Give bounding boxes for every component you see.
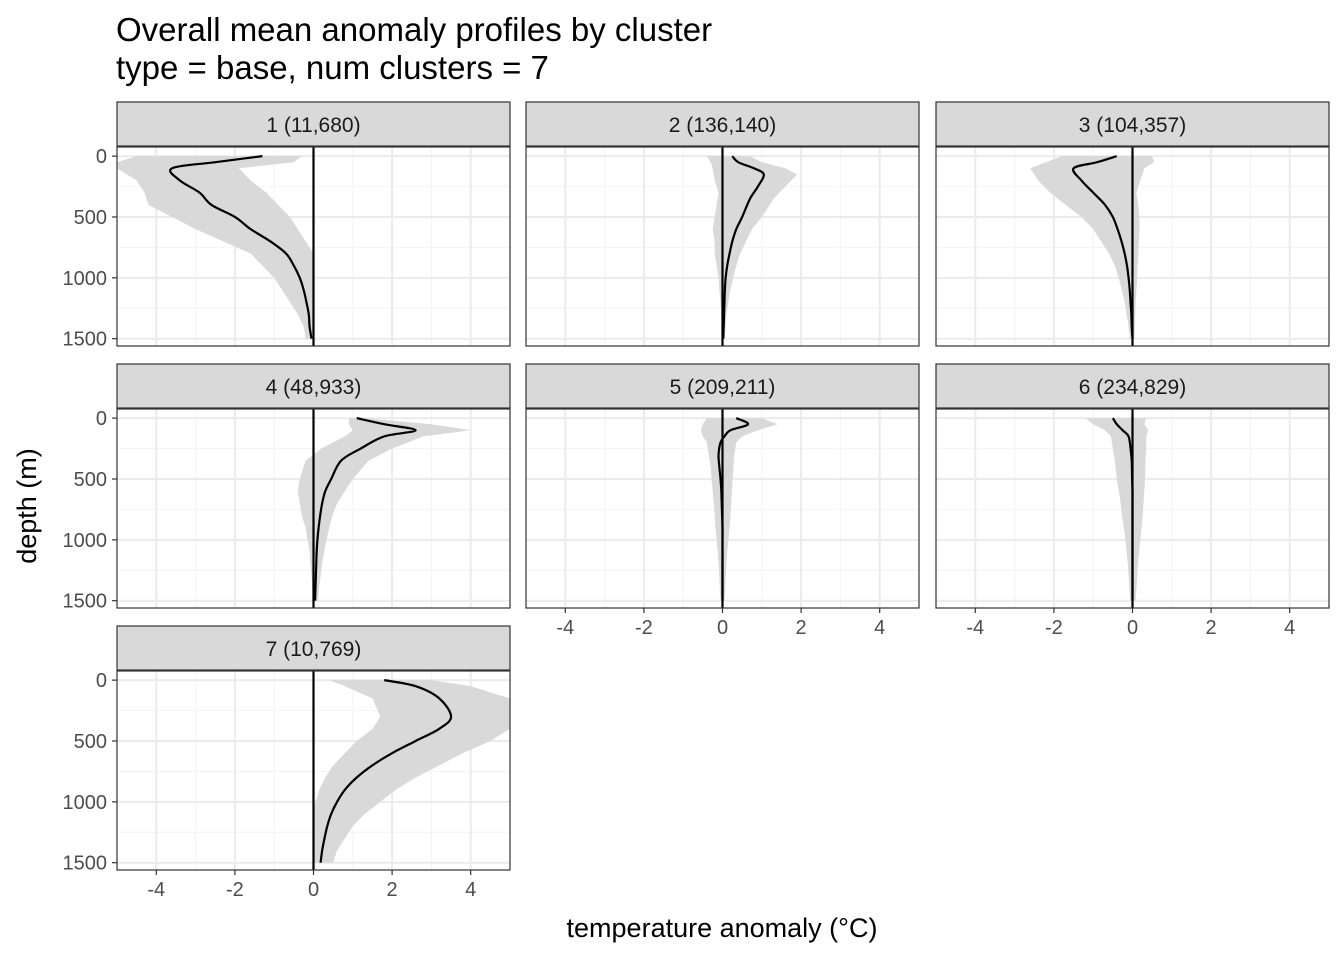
y-tick-label: 500 — [74, 469, 107, 491]
facet-strip-label: 1 (11,680) — [266, 114, 360, 137]
ribbon-band — [117, 156, 314, 339]
facet-strip — [116, 625, 511, 671]
mean-profile-line — [313, 417, 417, 601]
facet-strip-label: 2 (136,140) — [669, 114, 776, 137]
x-tick-label: 2 — [796, 617, 807, 639]
x-tick-label: 4 — [465, 879, 476, 901]
y-tick-label: 1500 — [63, 853, 108, 875]
x-tick-label: 4 — [1284, 617, 1295, 639]
chart-title-line-2: type = base, num clusters = 7 — [116, 49, 549, 86]
panel-plot-area — [117, 409, 510, 608]
panel-plot-area — [936, 409, 1329, 608]
mean-profile-line — [1111, 417, 1134, 601]
panel-border — [525, 146, 920, 347]
mean-profile-line — [717, 417, 750, 601]
y-tick-label: 1000 — [63, 792, 108, 814]
x-tick-label: 0 — [308, 879, 319, 901]
panel-border — [935, 146, 1330, 347]
panel-border — [116, 408, 511, 609]
y-axis-title: depth (m) — [12, 448, 42, 564]
x-tick-label: 0 — [717, 617, 728, 639]
x-tick-label: -2 — [226, 879, 244, 901]
y-tick-label: 1000 — [63, 530, 108, 552]
y-tick-label: 0 — [96, 146, 107, 168]
y-tick-label: 1000 — [63, 268, 108, 290]
x-tick-label: -2 — [1045, 617, 1063, 639]
facet-strip-label: 4 (48,933) — [266, 376, 362, 399]
facet-panel-2: 2 (136,140) — [525, 101, 920, 347]
x-tick-label: -2 — [635, 617, 653, 639]
y-tick-label: 1500 — [63, 329, 108, 351]
y-tick-label: 0 — [96, 408, 107, 430]
panel-border — [116, 146, 511, 347]
ribbon-band — [297, 418, 471, 601]
facet-strip — [935, 101, 1330, 147]
x-tick-label: 2 — [387, 879, 398, 901]
x-tick-label: -4 — [147, 879, 165, 901]
y-tick-label: 1500 — [63, 591, 108, 613]
panel-plot-area — [936, 147, 1329, 346]
x-axis-title: temperature anomaly (°C) — [567, 913, 878, 943]
ribbon-band — [313, 680, 510, 863]
panel-plot-area — [117, 671, 510, 870]
facet-panel-3: 3 (104,357) — [935, 101, 1330, 347]
panel-plot-area — [117, 147, 510, 346]
y-tick-label: 500 — [74, 731, 107, 753]
facet-panel-1: 1 (11,680) 0 500 1000 1500 — [63, 101, 511, 351]
x-tick-label: -4 — [966, 617, 984, 639]
facet-panel-4: 4 (48,933) 0 500 1000 1500 — [63, 363, 511, 613]
chart-title-line-1: Overall mean anomaly profiles by cluster — [116, 11, 712, 48]
facet-strip — [525, 363, 920, 409]
x-tick-label: 2 — [1206, 617, 1217, 639]
facet-strip-label: 3 (104,357) — [1079, 114, 1186, 137]
panel-plot-area — [526, 147, 919, 346]
y-tick-label: 0 — [96, 670, 107, 692]
mean-profile-line — [319, 679, 453, 863]
facet-strip-label: 5 (209,211) — [670, 376, 776, 399]
x-tick-label: 0 — [1127, 617, 1138, 639]
facet-strip — [525, 101, 920, 147]
facet-panel-5: 5 (209,211) -4 -2 0 2 4 — [525, 363, 920, 639]
ribbon-band — [706, 156, 798, 339]
facet-strip — [116, 101, 511, 147]
panel-plot-area — [526, 409, 919, 608]
y-tick-label: 500 — [74, 207, 107, 229]
x-tick-label: -4 — [556, 617, 574, 639]
ribbon-band — [1030, 156, 1155, 339]
facet-panel-6: 6 (234,829) -4 -2 0 2 4 — [935, 363, 1330, 639]
facet-strip — [116, 363, 511, 409]
facet-panels: 1 (11,680) 0 500 1000 1500 2 (136,140) 3 (104,… — [63, 101, 1330, 901]
facet-panel-7: 7 (10,769) 0 500 1000 1500 -4 -2 0 2 4 — [63, 625, 511, 901]
facet-strip-label: 6 (234,829) — [1079, 376, 1186, 399]
facet-strip-label: 7 (10,769) — [266, 638, 362, 661]
mean-profile-line — [169, 155, 313, 339]
facet-strip — [935, 363, 1330, 409]
mean-profile-line — [1071, 155, 1134, 339]
mean-profile-line — [722, 155, 765, 339]
x-tick-label: 4 — [874, 617, 885, 639]
